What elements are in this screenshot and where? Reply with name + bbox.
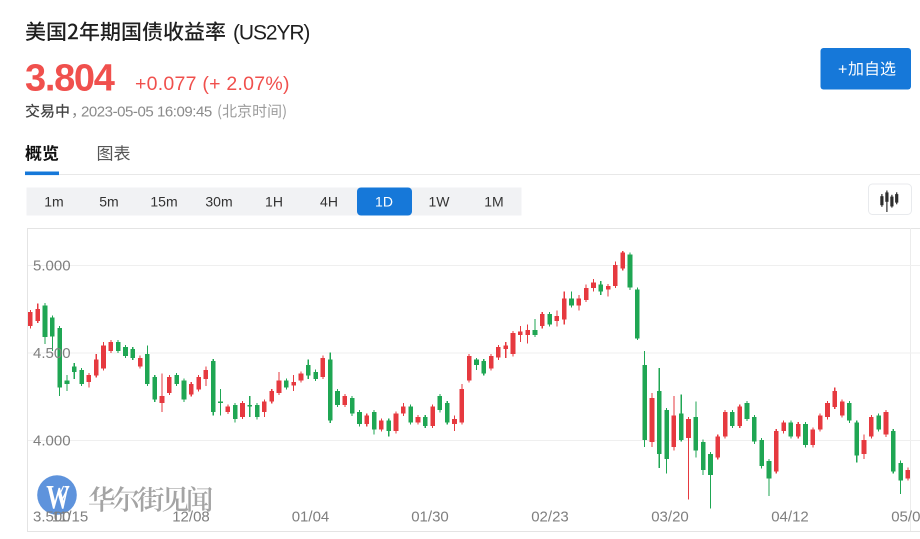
svg-text:3.804: 3.804 [25,58,115,100]
svg-text:3.500: 3.500 [33,508,71,525]
svg-text:(US2YR): (US2YR) [233,21,309,44]
svg-text:1W: 1W [429,194,451,210]
svg-text:+: + [838,62,847,79]
svg-text:2023-05-05 16:09:45: 2023-05-05 16:09:45 [81,104,212,121]
svg-text:01/30: 01/30 [411,508,449,525]
svg-text:01/04: 01/04 [292,508,330,525]
svg-text:+0.077 (+ 2.07%): +0.077 (+ 2.07%) [135,73,290,95]
svg-text:04/12: 04/12 [771,508,809,525]
svg-text:05/05: 05/05 [891,508,920,525]
svg-text:4.500: 4.500 [33,345,71,362]
svg-text:5m: 5m [99,194,118,210]
svg-text:1m: 1m [44,194,63,210]
svg-text:15m: 15m [150,194,177,210]
svg-text:1D: 1D [375,194,393,210]
svg-text:11/15: 11/15 [52,508,88,525]
svg-text:02/23: 02/23 [531,508,569,525]
svg-text:4H: 4H [320,194,338,210]
svg-text:5.000: 5.000 [33,257,71,274]
svg-text:03/20: 03/20 [651,508,689,525]
svg-text:30m: 30m [205,194,232,210]
svg-text:W: W [46,479,70,516]
svg-text:1M: 1M [484,194,503,210]
svg-text:1H: 1H [265,194,283,210]
svg-text:4.000: 4.000 [33,432,71,449]
svg-text:12/08: 12/08 [172,508,210,525]
